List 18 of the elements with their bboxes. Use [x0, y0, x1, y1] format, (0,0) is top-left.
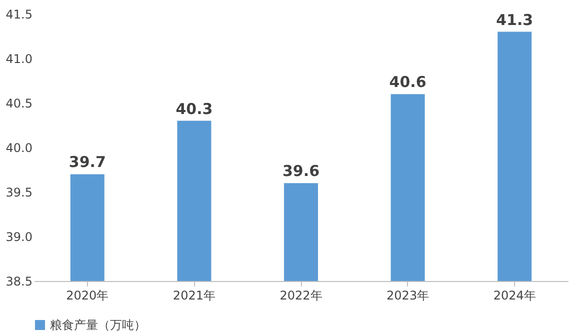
y-tick-label: 38.5 — [6, 274, 32, 288]
y-tick-label: 39.0 — [6, 230, 32, 244]
data-label: 39.7 — [68, 153, 106, 172]
data-label: 40.6 — [389, 73, 426, 92]
y-tick-label: 41.0 — [6, 52, 32, 66]
data-label: 40.3 — [176, 100, 213, 118]
x-tick-label: 2024年 — [493, 288, 536, 302]
data-label: 41.3 — [496, 10, 534, 29]
x-tick-label: 2022年 — [280, 288, 322, 302]
legend-label: 粮食产量（万吨） — [50, 318, 146, 332]
y-tick-label: 39.5 — [6, 186, 32, 200]
x-tick-label: 2023年 — [386, 288, 430, 302]
y-tick-label: 40.5 — [6, 96, 32, 110]
y-tick-label: 41.5 — [6, 8, 32, 22]
x-tick-label: 2021年 — [172, 288, 216, 302]
x-tick-label: 2020年 — [66, 288, 109, 302]
y-tick-label: 40.0 — [6, 141, 32, 155]
data-label: 39.6 — [282, 162, 320, 180]
